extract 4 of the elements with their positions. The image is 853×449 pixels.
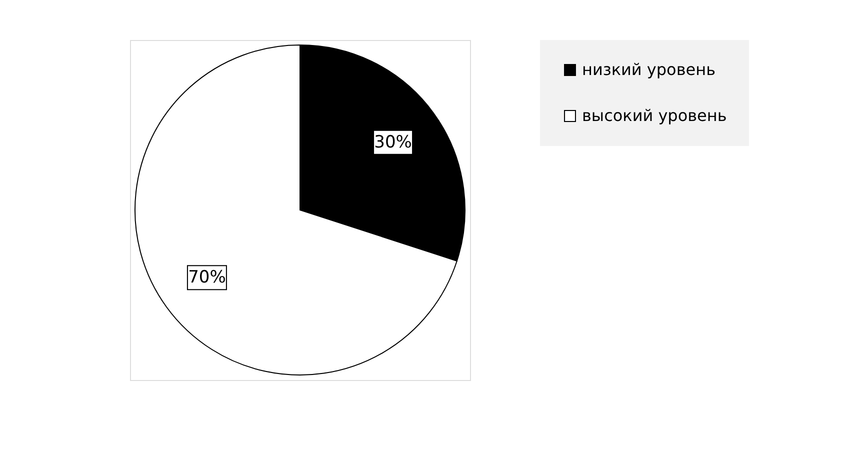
legend-label: высокий уровень: [582, 106, 727, 125]
data-label: 70%: [188, 268, 226, 288]
data-label: 30%: [374, 132, 412, 152]
legend-label: низкий уровень: [582, 60, 716, 79]
